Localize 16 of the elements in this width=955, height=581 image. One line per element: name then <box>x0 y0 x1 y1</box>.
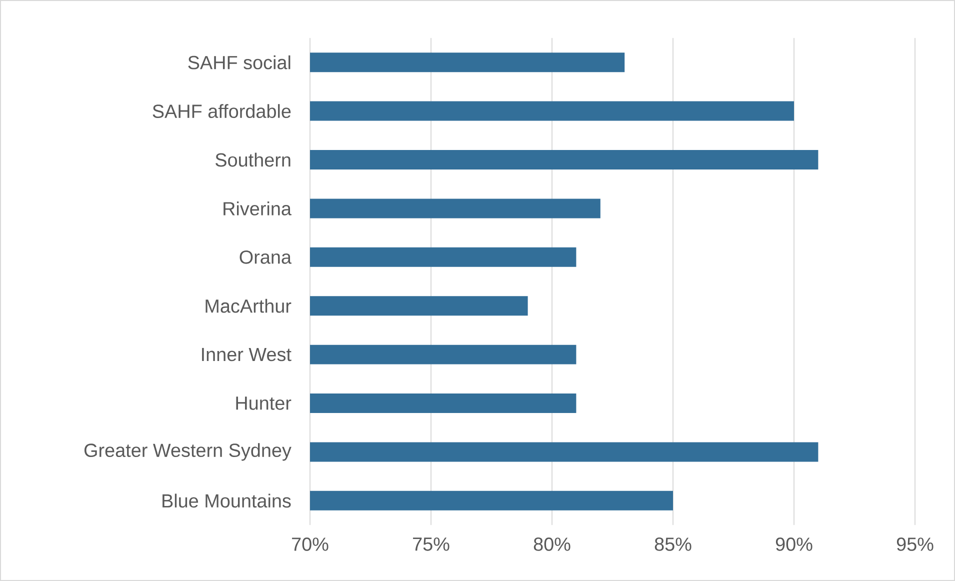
x-tick-label: 75% <box>413 538 450 551</box>
y-tick-label: Riverina <box>224 201 292 216</box>
y-tick-label: Hunter <box>236 396 292 410</box>
y-tick-label: Southern <box>216 152 290 167</box>
y-tick-label: Orana <box>240 250 292 264</box>
x-tick-label: 95% <box>896 538 934 551</box>
x-tick-label: 90% <box>776 538 812 551</box>
x-tick-label: 85% <box>654 538 692 551</box>
x-tick-label: 70% <box>292 538 328 551</box>
y-tick-label: Greater Western Sydney <box>84 443 292 461</box>
y-tick-label: Blue Mountains <box>162 494 291 508</box>
y-tick-label: Inner West <box>202 348 292 362</box>
y-tick-label: SAHF affordable <box>152 104 291 118</box>
y-tick-label: SAHF social <box>188 55 290 70</box>
x-tick-label: 80% <box>534 538 570 551</box>
y-tick-label: MacArthur <box>206 298 292 313</box>
